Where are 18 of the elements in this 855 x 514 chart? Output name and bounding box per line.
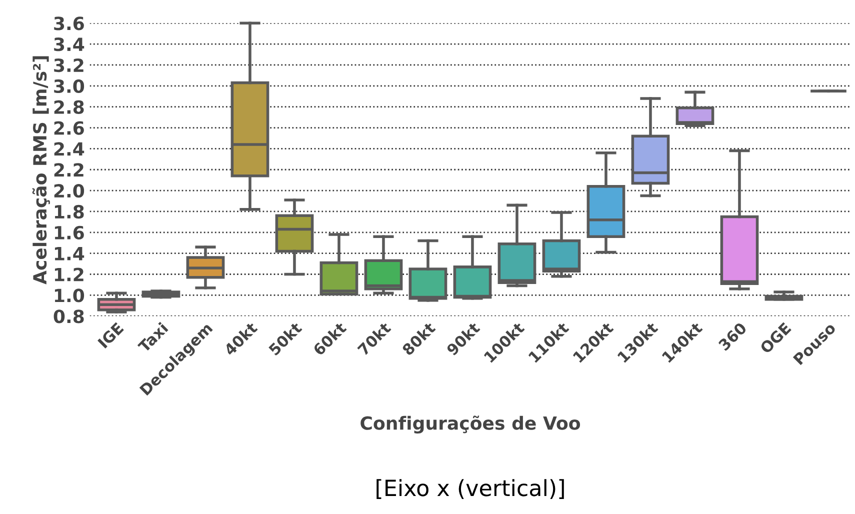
y-tick-label: 3.0 <box>54 79 84 94</box>
y-tick-label: 3.2 <box>54 58 84 72</box>
y-tick-label: 2.6 <box>54 121 84 135</box>
y-tick-label: 3.4 <box>54 38 84 52</box>
y-tick-label: 2.4 <box>54 142 84 156</box>
y-tick-label: 2.8 <box>54 100 84 114</box>
y-tick-label: 1.8 <box>54 204 84 219</box>
y-tick-label: 1.0 <box>54 288 84 302</box>
y-tick-label: 2.2 <box>54 163 84 176</box>
y-tick-label: 2.0 <box>54 184 84 198</box>
x-axis-title: Configurações de Voo <box>360 416 580 434</box>
y-tick-label: 1.2 <box>54 268 84 282</box>
y-tick-label: 0.8 <box>54 310 84 324</box>
y-tick-label: 3.6 <box>54 16 84 30</box>
y-tick-label: 1.6 <box>54 226 84 240</box>
y-axis-title: Aceleração RMS [m/s²] <box>32 56 50 284</box>
y-tick-label: 1.4 <box>54 247 84 260</box>
text: [Eixo x (vertical)] <box>376 479 564 499</box>
